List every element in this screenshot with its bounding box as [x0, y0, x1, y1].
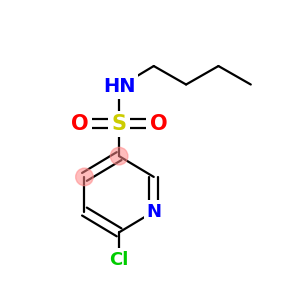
Text: O: O [150, 114, 167, 134]
Text: Cl: Cl [110, 251, 129, 269]
Text: N: N [146, 202, 161, 220]
Circle shape [76, 168, 93, 186]
Circle shape [110, 147, 128, 165]
Text: O: O [71, 114, 88, 134]
Text: S: S [112, 114, 127, 134]
Text: HN: HN [103, 77, 135, 96]
